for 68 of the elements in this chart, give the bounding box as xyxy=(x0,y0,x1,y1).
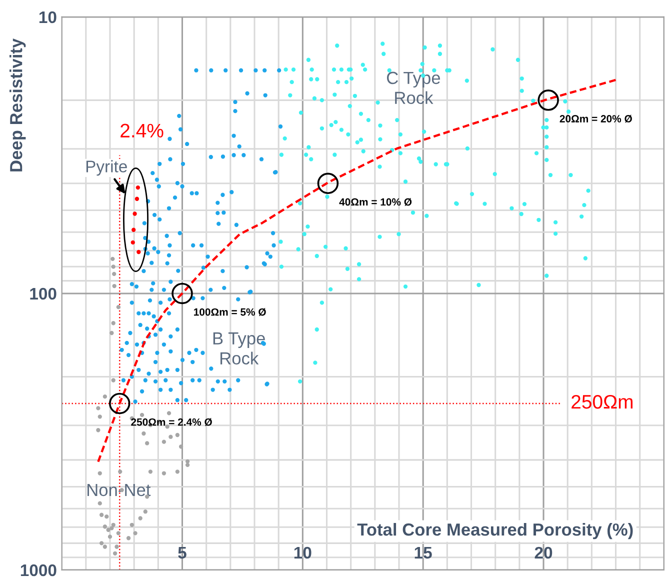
point xyxy=(148,470,153,474)
annotation: Pyrite xyxy=(86,160,127,176)
point xyxy=(116,531,121,536)
point xyxy=(130,522,134,527)
point xyxy=(110,330,114,336)
point xyxy=(112,284,116,288)
point xyxy=(108,534,112,539)
point xyxy=(110,256,115,261)
point xyxy=(134,196,140,201)
point xyxy=(99,541,104,546)
point xyxy=(132,212,137,216)
point xyxy=(111,321,116,326)
point xyxy=(96,428,100,432)
point xyxy=(136,185,140,190)
point xyxy=(178,444,184,449)
annotation: B Type Rock xyxy=(213,332,265,365)
point xyxy=(175,470,180,474)
point xyxy=(162,471,166,476)
x-tick-label: 5 xyxy=(178,546,186,559)
point xyxy=(102,544,108,549)
point xyxy=(116,304,121,310)
point xyxy=(132,228,136,232)
annotation: 20Ωm = 20% Ø xyxy=(560,114,632,123)
y-tick-label: 100 xyxy=(30,288,56,300)
point xyxy=(98,414,102,419)
point xyxy=(102,524,108,529)
point xyxy=(118,470,122,474)
y-axis-title: Deep Resistivity xyxy=(10,38,26,172)
point xyxy=(185,462,190,468)
ref-line-label: 250Ωm xyxy=(572,394,632,409)
x-tick-label: 20 xyxy=(534,546,552,559)
point xyxy=(138,516,142,520)
point xyxy=(140,412,144,418)
point xyxy=(104,514,109,519)
annotation: Non-Net xyxy=(88,484,151,496)
point xyxy=(102,394,108,399)
point xyxy=(111,522,116,527)
point xyxy=(143,510,148,514)
point xyxy=(165,424,170,429)
point xyxy=(114,544,119,549)
point xyxy=(112,551,118,556)
point xyxy=(130,240,135,245)
point xyxy=(168,434,173,439)
annotation: 100Ωm = 5% Ø xyxy=(194,308,266,316)
point xyxy=(136,250,141,254)
point xyxy=(111,264,116,269)
point xyxy=(99,512,104,517)
point xyxy=(162,440,166,444)
x-tick-label: 10 xyxy=(294,546,312,559)
y-tick-label: 10 xyxy=(39,11,56,24)
annotation: 250Ωm = 2.4% Ø xyxy=(131,418,212,426)
point xyxy=(133,531,138,536)
ref-line-label: 2.4% xyxy=(120,124,164,138)
y-tick-label: 1000 xyxy=(20,564,56,576)
point xyxy=(142,431,146,436)
point xyxy=(98,471,102,476)
annotation: 40Ωm = 10% Ø xyxy=(339,198,412,206)
point xyxy=(175,432,180,438)
point xyxy=(106,528,110,532)
point xyxy=(98,501,102,506)
point xyxy=(166,411,172,416)
point xyxy=(96,406,100,410)
x-tick-label: 15 xyxy=(414,546,432,559)
point xyxy=(111,378,116,382)
point xyxy=(145,441,150,446)
point xyxy=(112,272,116,276)
point xyxy=(126,536,131,540)
x-axis-title: Total Core Measured Porosity (%) xyxy=(357,522,633,540)
